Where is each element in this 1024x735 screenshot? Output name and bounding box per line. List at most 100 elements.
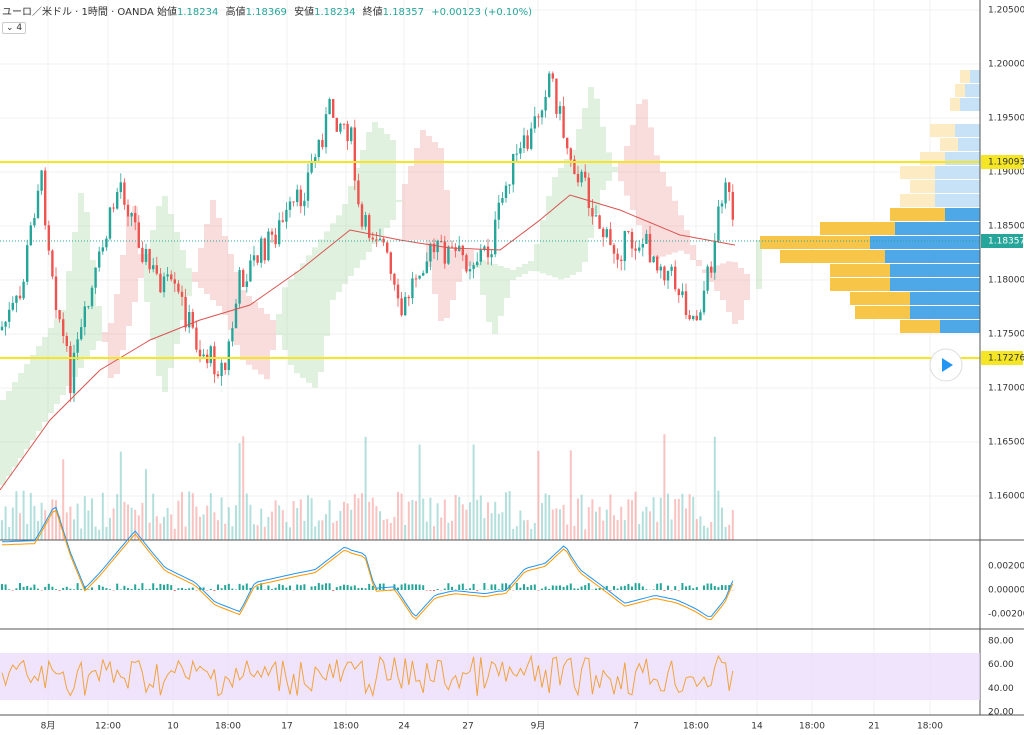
macd-hist [422, 585, 425, 590]
volume-bar [339, 511, 342, 540]
vp-total [910, 180, 935, 193]
volume-bar [242, 436, 245, 540]
cloud-segment [348, 186, 354, 276]
candle-body [105, 238, 108, 248]
candle-body [288, 201, 292, 210]
macd-hist [613, 585, 615, 590]
volume-bar [22, 490, 25, 540]
macd-line [1, 506, 734, 617]
macd-hist [141, 583, 144, 590]
candle-body [648, 233, 652, 263]
macd-hist [476, 590, 479, 591]
candle-body [537, 116, 540, 118]
candle-body [137, 222, 140, 248]
volume-bar [685, 508, 687, 540]
macd-hist [217, 584, 219, 590]
volume-bar [627, 499, 630, 540]
macd-hist [26, 585, 29, 590]
volume-bar [641, 511, 644, 540]
macd-hist [15, 588, 18, 590]
macd-hist [544, 586, 547, 590]
volume-bar [688, 494, 691, 540]
cloud-segment [120, 255, 126, 350]
cloud-segment [702, 269, 708, 273]
cloud-segment [156, 206, 162, 376]
time-tick-label: 14 [751, 722, 763, 732]
candle-body [36, 190, 40, 218]
volume-bar [292, 501, 295, 540]
cloud-segment [114, 294, 120, 374]
candle-body [15, 295, 18, 303]
cloud-segment [378, 128, 384, 236]
candle-body [411, 278, 414, 299]
moving-average [0, 194, 736, 491]
candle-body [645, 233, 648, 244]
macd-hist [555, 585, 558, 590]
macd-hist [37, 588, 39, 590]
candle-body [558, 106, 562, 114]
candle-body [692, 315, 695, 320]
cloud-segment [420, 130, 426, 240]
macd-hist [598, 588, 601, 590]
macd-hist [62, 587, 65, 590]
volume-bar [317, 520, 320, 540]
volume-bar [530, 528, 533, 540]
volume-bar [469, 502, 471, 540]
macd-hist [29, 587, 32, 590]
volume-bar [613, 515, 615, 540]
volume-bar [224, 523, 227, 540]
macd-hist [397, 587, 399, 590]
macd-hist [335, 587, 338, 590]
time-tick-label: 17 [281, 722, 292, 732]
candle-body [180, 291, 184, 297]
candle-body [47, 225, 50, 251]
macd-hist [519, 587, 522, 590]
volume-bar [451, 520, 453, 540]
macd-hist [508, 584, 511, 590]
cloud-segment [570, 150, 576, 275]
macd-hist [724, 585, 727, 590]
volume-bar [296, 508, 299, 540]
candle-body [605, 229, 608, 238]
cloud-segment [612, 166, 618, 172]
volume-bar [263, 526, 266, 540]
cloud-segment [312, 247, 318, 388]
candle-body [497, 202, 500, 220]
time-tick-label: 18:00 [333, 722, 359, 732]
price-tick-label: 1.20000 [988, 60, 1024, 70]
cloud-segment [552, 177, 558, 278]
candle-body [148, 249, 151, 270]
macd-hist [429, 590, 432, 591]
macd-hist [652, 589, 655, 590]
cloud-segment [306, 255, 312, 383]
macd-hist [299, 585, 302, 590]
cloud-segment [462, 250, 468, 269]
macd-hist [605, 585, 608, 590]
macd-hist [710, 583, 713, 590]
volume-bar [235, 505, 237, 540]
candle-body [126, 204, 130, 217]
macd-hist [667, 585, 669, 590]
cloud-segment [174, 232, 180, 344]
macd-hist [325, 583, 327, 590]
vp-total [900, 320, 940, 333]
macd-hist [278, 584, 281, 590]
candle-body [339, 123, 342, 132]
macd-hist [220, 588, 223, 590]
price-tick-label: 1.18000 [988, 276, 1024, 286]
indicator-toggle[interactable]: ⌄ 4 [2, 22, 27, 34]
cloud-segment [696, 260, 702, 266]
volume-bar [343, 501, 345, 540]
macd-hist [641, 586, 644, 590]
volume-bar [256, 525, 259, 540]
macd-hist [73, 589, 75, 590]
candle-body [170, 274, 173, 280]
candle-body [548, 73, 551, 97]
vp-part [890, 278, 980, 291]
volume-bar [11, 507, 14, 540]
macd-hist [609, 590, 612, 591]
volume-bar [609, 494, 612, 540]
volume-bar [213, 512, 216, 540]
macd-hist [584, 585, 587, 590]
cloud-segment [324, 231, 330, 336]
